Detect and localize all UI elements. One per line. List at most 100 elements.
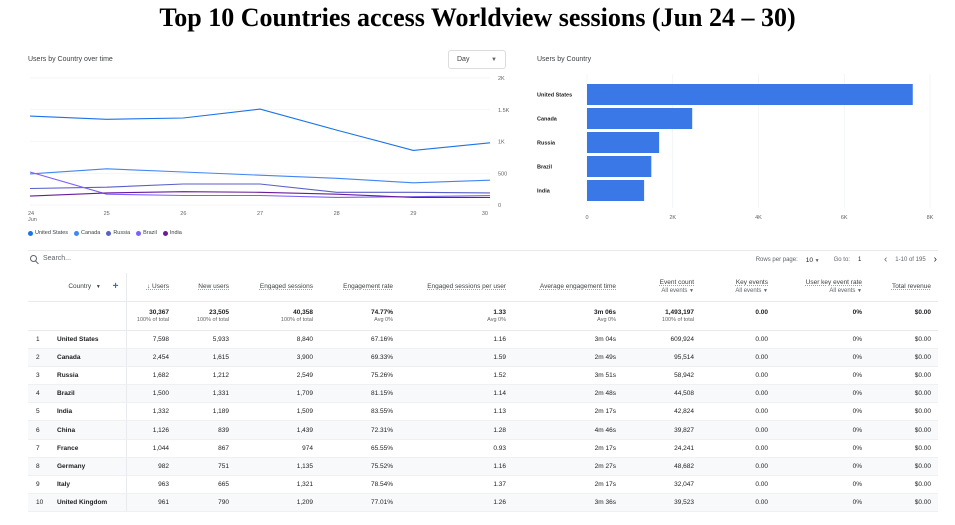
engaged-sessions-per-user-value: 1.16 [400, 457, 513, 477]
series-line-canada[interactable] [29, 168, 491, 184]
table-row[interactable]: 2 Canada 2,454 1,615 3,900 69.33% 1.59 2m 49s 95… [28, 348, 938, 367]
user-key-event-rate-value: 0% [775, 330, 869, 349]
user-key-event-rate-value: 0% [775, 420, 869, 440]
key-events-value: 0.00 [701, 348, 775, 367]
legend-item[interactable]: India [162, 230, 182, 236]
totals-engaged-sessions: 40,358 100% of total [236, 301, 320, 331]
event-count-header[interactable]: Event count All events ▼ [623, 273, 701, 302]
new-users-value: 1,615 [176, 348, 236, 367]
engaged-sessions-per-user-value: 1.59 [400, 348, 513, 367]
key-events-value: 0.00 [701, 475, 775, 495]
table-row[interactable]: 9 Italy 963 665 1,321 78.54% 1.37 2m 17s 32,047 0… [28, 475, 938, 495]
new-users-value: 1,189 [176, 402, 236, 422]
country-header-label: Country [68, 283, 92, 291]
granularity-dropdown[interactable]: Day ▼ [448, 50, 506, 69]
country-name[interactable]: United States [50, 330, 127, 349]
key-events-filter[interactable]: All events ▼ [708, 288, 768, 294]
total-revenue-value: $0.00 [869, 384, 938, 404]
search-bar[interactable]: Search... [30, 255, 71, 262]
country-name[interactable]: Canada [50, 348, 127, 367]
users-value: 961 [126, 493, 176, 513]
table-row[interactable]: 7 France 1,044 867 974 65.55% 0.93 2m 17s 24,241… [28, 439, 938, 458]
bar-category-label: Canada [537, 117, 558, 123]
table-row[interactable]: 1 United States 7,598 5,933 8,840 67.16% 1.16 3… [28, 330, 938, 349]
row-index: 10 [28, 493, 50, 513]
users-value: 2,454 [126, 348, 176, 367]
bar-canada[interactable] [587, 108, 693, 129]
engaged-sessions-per-user-header[interactable]: Engaged sessions per user [400, 273, 513, 302]
users-header[interactable]: ↓ Users [126, 273, 176, 302]
total-revenue-header[interactable]: Total revenue [869, 273, 938, 302]
country-name[interactable]: Italy [50, 475, 127, 495]
new-users-header[interactable]: New users [176, 273, 236, 302]
rows-per-page-select[interactable]: 10 ▼ [806, 257, 820, 264]
table-row[interactable]: 6 China 1,126 839 1,439 72.31% 1.28 4m 46s 39,82… [28, 420, 938, 440]
engagement-rate-value: 75.26% [320, 366, 400, 386]
country-name[interactable]: United Kingdom [50, 493, 127, 513]
key-events-value: 0.00 [701, 366, 775, 386]
user-key-event-rate-filter[interactable]: All events ▼ [782, 288, 862, 294]
previous-page-icon[interactable]: ‹ [883, 254, 888, 265]
engagement-rate-header[interactable]: Engagement rate [320, 273, 400, 302]
bar-brazil[interactable] [587, 156, 652, 177]
table-row[interactable]: 5 India 1,332 1,189 1,509 83.55% 1.13 2m 17s 42,… [28, 402, 938, 422]
average-engagement-time-header[interactable]: Average engagement time [513, 273, 623, 302]
next-page-icon[interactable]: › [933, 254, 937, 265]
table-row[interactable]: 8 Germany 982 751 1,135 75.52% 1.16 2m 27s 48,68… [28, 457, 938, 477]
series-line-brazil[interactable] [29, 171, 491, 198]
goto-input[interactable]: 1 [857, 257, 862, 263]
legend-item[interactable]: Canada [74, 230, 100, 236]
user-key-event-rate-value: 0% [775, 457, 869, 477]
country-name[interactable]: Brazil [50, 384, 127, 404]
engaged-sessions-per-user-value: 1.28 [400, 420, 513, 440]
average-engagement-time-value: 2m 17s [513, 402, 623, 422]
average-engagement-time-value: 2m 27s [513, 457, 623, 477]
bar-russia[interactable] [587, 132, 660, 153]
country-name[interactable]: India [50, 402, 127, 422]
total-revenue-value: $0.00 [869, 366, 938, 386]
chevron-down-icon: ▼ [814, 257, 820, 264]
bar-united-states[interactable] [587, 84, 913, 105]
country-name[interactable]: France [50, 439, 127, 458]
x-tick-label: 24 [28, 211, 34, 217]
new-users-header-label: New users [198, 283, 229, 291]
total-revenue-value: $0.00 [869, 457, 938, 477]
row-index: 1 [28, 330, 50, 349]
event-count-filter[interactable]: All events ▼ [630, 288, 694, 294]
engaged-sessions-per-user-value: 1.16 [400, 330, 513, 349]
rows-per-page-label: Rows per page: [755, 257, 798, 263]
key-events-value: 0.00 [701, 402, 775, 422]
add-dimension-icon[interactable]: + [112, 281, 119, 293]
goto-label: Go to: [833, 257, 850, 263]
country-name[interactable]: China [50, 420, 127, 440]
series-line-russia[interactable] [29, 183, 491, 194]
event-count-value: 48,682 [623, 457, 701, 477]
x-tick-label: 0 [585, 215, 588, 221]
user-key-event-rate-header[interactable]: User key event rate All events ▼ [775, 273, 869, 302]
totals-key-events: 0.00 [701, 301, 775, 331]
engaged-sessions-per-user-value: 1.37 [400, 475, 513, 495]
engagement-rate-value: 67.16% [320, 330, 400, 349]
series-line-india[interactable] [29, 191, 490, 198]
legend-label: Russia [113, 230, 131, 236]
engaged-sessions-per-user-value: 1.26 [400, 493, 513, 513]
key-events-header[interactable]: Key events All events ▼ [701, 273, 775, 302]
country-name[interactable]: Russia [50, 366, 127, 386]
series-line-united-states[interactable] [29, 108, 491, 151]
legend-item[interactable]: Brazil [136, 230, 157, 236]
bar-india[interactable] [587, 180, 645, 201]
user-key-event-rate-value: 0% [775, 384, 869, 404]
x-tick-label: 26 [180, 211, 186, 217]
page-title: Top 10 Countries access Worldview sessio… [159, 3, 796, 32]
legend-item[interactable]: United States [28, 230, 68, 236]
country-header[interactable]: Country ▼ + [50, 273, 127, 302]
country-name[interactable]: Germany [50, 457, 127, 477]
table-row[interactable]: 3 Russia 1,682 1,212 2,549 75.26% 1.52 3m 51s 58… [28, 366, 938, 386]
table-row[interactable]: 4 Brazil 1,500 1,331 1,709 81.15% 1.14 2m 48s 44… [28, 384, 938, 404]
legend-label: Brazil [143, 230, 157, 236]
legend-item[interactable]: Russia [106, 230, 130, 236]
engaged-sessions-header[interactable]: Engaged sessions [236, 273, 320, 302]
search-input[interactable]: Search... [43, 255, 72, 262]
engaged-sessions-per-user-value: 1.52 [400, 366, 513, 386]
table-row[interactable]: 10 United Kingdom 961 790 1,209 77.01% 1.26 3m … [28, 493, 938, 513]
